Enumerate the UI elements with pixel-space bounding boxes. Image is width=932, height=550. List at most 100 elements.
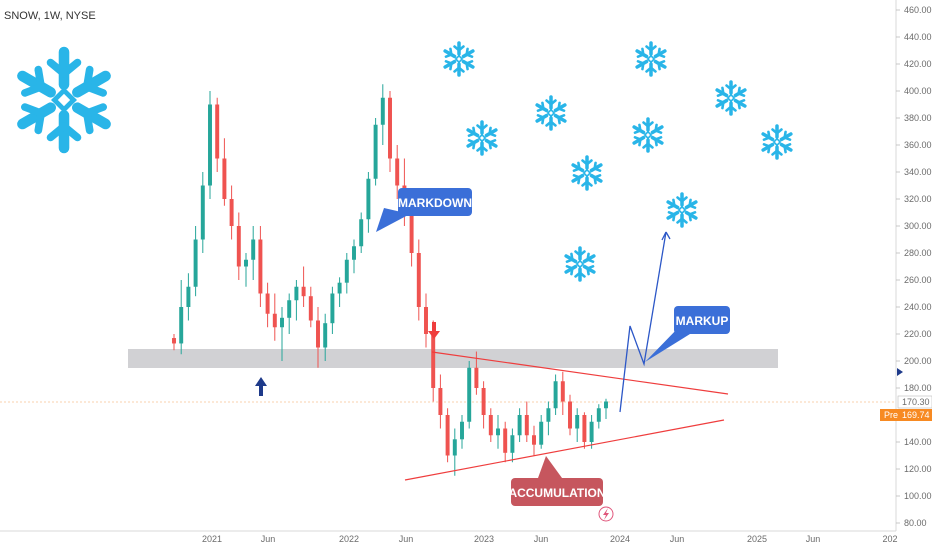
candle: [395, 145, 400, 199]
x-tick-label: 202: [882, 534, 897, 544]
candle-body: [265, 293, 270, 314]
y-tick-label: 420.00: [904, 59, 932, 69]
candle-body: [431, 334, 436, 388]
candle: [416, 239, 421, 321]
down-arrow-marker: [428, 322, 440, 339]
candle: [316, 307, 320, 368]
x-axis-panel: 2021 Jun 2022 Jun 2023 Jun 2024 Jun 2025 Jun 202: [0, 530, 898, 544]
candle-body: [316, 320, 320, 348]
candle-body: [474, 367, 479, 388]
candle-body: [496, 428, 500, 436]
candle-body: [301, 286, 306, 297]
markdown-label: MARKDOWN: [398, 196, 472, 210]
candle-body: [445, 415, 450, 456]
candlestick-series: [172, 84, 608, 476]
candle: [517, 408, 522, 442]
support-zone: [128, 349, 778, 368]
candle-body: [568, 401, 572, 429]
y-axis-panel[interactable]: 80.00100.00120.00140.00160.00180.00200.0…: [895, 0, 932, 531]
price-label-text: 170.30: [902, 397, 930, 407]
x-tick-label: 2024: [610, 534, 630, 544]
x-tick-label: Jun: [670, 534, 685, 544]
candle: [445, 408, 450, 463]
candle: [258, 226, 263, 307]
candle-body: [539, 421, 544, 445]
x-tick-label: Jun: [261, 534, 276, 544]
candle: [539, 415, 544, 449]
candle: [388, 91, 392, 172]
candle-body: [488, 415, 493, 436]
candle-body: [560, 381, 565, 402]
candle-body: [330, 293, 335, 324]
snowflake-icon: [443, 41, 475, 77]
snowflake-icon: [715, 80, 747, 116]
candle-body: [208, 104, 212, 186]
candle: [308, 286, 313, 328]
candle: [337, 277, 342, 307]
price-label: 170.30: [897, 395, 932, 409]
markup-label: MARKUP: [676, 314, 729, 328]
projection-arrowhead: [661, 231, 671, 241]
candle-body: [510, 435, 515, 453]
snowflake-icon: [535, 95, 567, 131]
x-tick-label: 2022: [339, 534, 359, 544]
candle-body: [186, 286, 191, 307]
snowflake-icon: [635, 41, 667, 77]
accumulation-callout: ACCUMULATION: [508, 456, 606, 506]
candle: [323, 313, 328, 361]
candle: [251, 226, 256, 280]
candle-body: [467, 367, 472, 422]
candle-body: [179, 307, 184, 344]
y-tick-label: 200.00: [904, 356, 932, 366]
candle: [524, 401, 529, 442]
candle-body: [236, 226, 241, 267]
candle-body: [251, 239, 256, 260]
candle-body: [323, 323, 328, 348]
y-tick-label: 340.00: [904, 167, 932, 177]
candle: [532, 425, 536, 456]
candle-body: [604, 401, 608, 409]
candle-body: [287, 300, 292, 318]
y-tick-label: 400.00: [904, 86, 932, 96]
x-tick-label: 2025: [747, 534, 767, 544]
x-tick-label: 2023: [474, 534, 494, 544]
y-tick-label: 80.00: [904, 518, 927, 528]
candle-body: [193, 239, 198, 287]
candle: [560, 371, 565, 415]
snowflake-decorations: [17, 41, 793, 282]
y-tick-label: 440.00: [904, 32, 932, 42]
candle-body: [244, 259, 248, 267]
scroll-right-arrow-icon[interactable]: [897, 368, 903, 376]
candle-body: [308, 296, 313, 321]
y-tick-label: 380.00: [904, 113, 932, 123]
y-tick-label: 280.00: [904, 248, 932, 258]
candle: [510, 428, 515, 463]
candle-body: [532, 435, 536, 445]
y-tick-label: 120.00: [904, 464, 932, 474]
candle: [294, 280, 299, 321]
x-tick-label: Jun: [534, 534, 549, 544]
event-lightning-icon[interactable]: [598, 506, 614, 522]
candle: [222, 138, 227, 206]
candle-body: [395, 158, 400, 186]
candle: [582, 412, 587, 449]
candle: [215, 97, 220, 172]
candle: [359, 212, 364, 253]
candle: [575, 408, 580, 442]
candle-body: [388, 97, 392, 159]
pre-price-text: 169.74: [902, 410, 930, 420]
candle: [424, 293, 428, 348]
candle: [330, 286, 335, 334]
candle: [460, 415, 464, 449]
y-tick-label: 460.00: [904, 5, 932, 15]
candle: [208, 91, 212, 199]
candle-body: [546, 408, 551, 422]
candle-body: [582, 415, 587, 442]
y-tick-label: 260.00: [904, 275, 932, 285]
candle-body: [337, 282, 342, 294]
markup-callout: MARKUP: [645, 306, 730, 362]
candle: [589, 415, 594, 449]
candle-body: [222, 158, 227, 199]
y-tick-label: 300.00: [904, 221, 932, 231]
